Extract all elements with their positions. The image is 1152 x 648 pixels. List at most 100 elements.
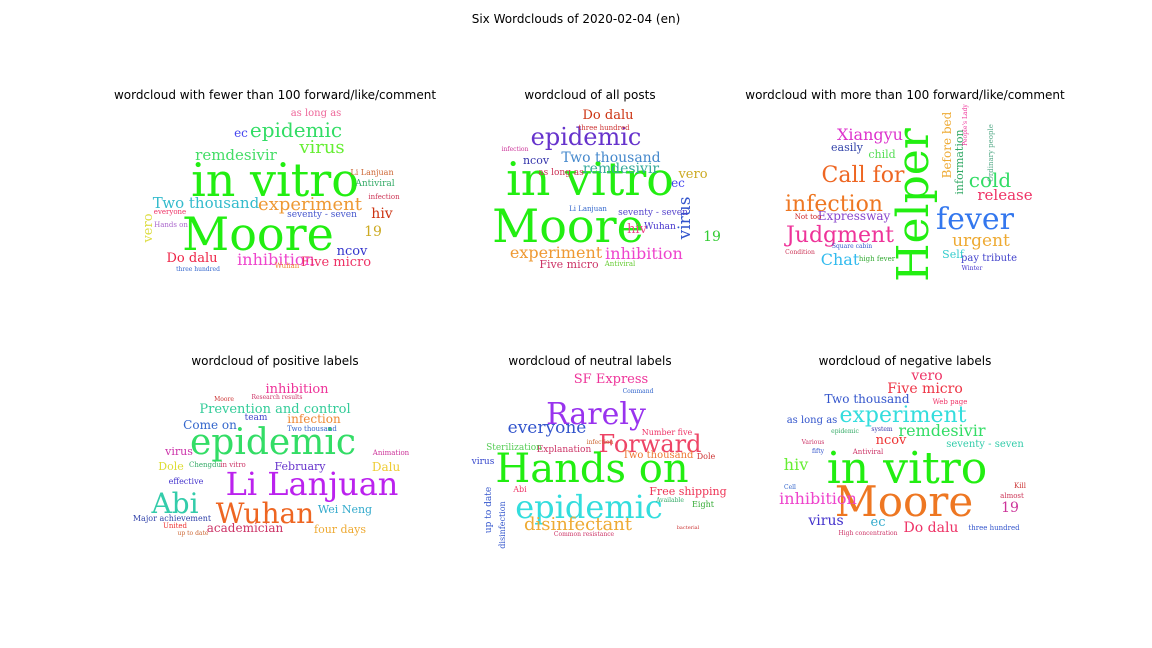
panel-title: wordcloud with fewer than 100 forward/li… — [114, 88, 436, 102]
word: experiment — [258, 194, 363, 215]
word: as long as — [787, 415, 838, 426]
word: epidemic — [515, 488, 663, 526]
word: Web page — [933, 398, 968, 406]
word: three hundred — [176, 266, 220, 273]
word: Do dalu — [167, 251, 218, 266]
panel-title: wordcloud with more than 100 forward/lik… — [745, 88, 1065, 102]
word: hiv — [627, 222, 648, 237]
word: virus — [807, 513, 843, 529]
word: Two thousand — [561, 150, 660, 166]
word: Hands on — [495, 446, 688, 492]
word: epidemic — [831, 428, 859, 435]
word: virus — [164, 445, 193, 458]
word: Command — [623, 388, 654, 395]
panel-title: wordcloud of neutral labels — [508, 354, 671, 368]
word: Abi — [150, 487, 198, 520]
word: everyone — [154, 208, 186, 216]
word: epidemic — [190, 422, 356, 463]
word: Eight — [692, 500, 715, 509]
panel-title: wordcloud of all posts — [524, 88, 655, 102]
word: Various — [801, 439, 825, 446]
word: seventy - seven — [618, 208, 688, 218]
word: Wuhan — [644, 222, 676, 232]
word: Moore — [214, 396, 234, 403]
panel-more-than-100: wordcloud with more than 100 forward/lik… — [745, 88, 1065, 282]
word: 19 — [1001, 500, 1019, 516]
word: Moore — [835, 477, 974, 526]
panel-negative-labels: wordcloud of negative labels in vitroMoo… — [779, 354, 1027, 537]
word: Square cabin — [832, 243, 872, 250]
word: inhibition — [265, 382, 329, 397]
word: everyone — [508, 418, 587, 438]
word: information — [953, 129, 966, 194]
word: pay tribute — [961, 253, 1017, 264]
figure-suptitle: Six Wordclouds of 2020-02-04 (en) — [472, 12, 681, 26]
word: Self — [942, 248, 965, 261]
word: ec — [234, 126, 248, 140]
panel-neutral-labels: wordcloud of neutral labels Hands onepid… — [471, 354, 727, 549]
word: Before bed — [940, 111, 954, 178]
word: remdesivir — [195, 146, 278, 164]
word: Two thousand — [287, 425, 337, 433]
word: Dole — [158, 460, 183, 473]
word: hiv — [371, 206, 392, 222]
word: Wei Neng — [318, 503, 372, 516]
word: Forward — [599, 430, 702, 458]
word: seventy - seven — [946, 439, 1024, 450]
word: SF Express — [574, 372, 648, 387]
word: infection — [587, 439, 614, 446]
word: ncov — [337, 244, 368, 259]
panel-positive-labels: wordcloud of positive labels epidemicLi … — [133, 354, 410, 537]
word: Common resistance — [554, 531, 615, 538]
word: urgent — [952, 231, 1010, 251]
word: Explanation — [537, 445, 592, 455]
word: Two thousand — [153, 194, 260, 212]
word: Condition — [785, 249, 815, 256]
word: up to date — [178, 530, 209, 537]
word: epidemic — [531, 123, 642, 151]
word: High concentration — [838, 530, 897, 537]
word: Ordinary people — [987, 124, 995, 182]
word: disinfection — [498, 501, 507, 548]
word: hiv — [784, 455, 808, 474]
word: as long as — [291, 108, 342, 119]
word: remdesivir — [583, 161, 660, 177]
word: Dole — [697, 452, 716, 461]
word: release — [977, 186, 1032, 204]
word: Winter — [962, 265, 983, 272]
word: Prevention and control — [199, 402, 350, 417]
word: Free shipping — [649, 485, 726, 498]
word: Wuhan — [216, 497, 314, 530]
word: seventy - seven — [287, 210, 357, 220]
word: Xiangyu — [837, 125, 903, 144]
word: virus — [298, 137, 344, 158]
word: Helper — [888, 127, 939, 282]
word: Moore — [492, 199, 644, 253]
panel-title: wordcloud of negative labels — [819, 354, 992, 368]
word: Antiviral — [354, 179, 394, 189]
word: Chat — [821, 250, 860, 269]
word: Call for — [822, 163, 905, 188]
word: Five micro — [539, 258, 599, 271]
word: in vitro — [827, 443, 988, 494]
word: Five micro — [301, 255, 371, 270]
word: in vitro — [191, 153, 359, 207]
word: inhibition — [605, 244, 683, 263]
word: bacterial — [677, 525, 700, 531]
word: Li Lanjuan — [569, 205, 607, 213]
word: Two thousand — [623, 450, 695, 461]
word: ec — [671, 176, 685, 190]
word: experiment — [840, 403, 967, 428]
word: Animation — [372, 449, 410, 457]
word: Cell — [784, 484, 796, 491]
word: ec — [871, 515, 886, 530]
word: Abi — [512, 485, 527, 494]
word: Not too — [795, 213, 822, 221]
